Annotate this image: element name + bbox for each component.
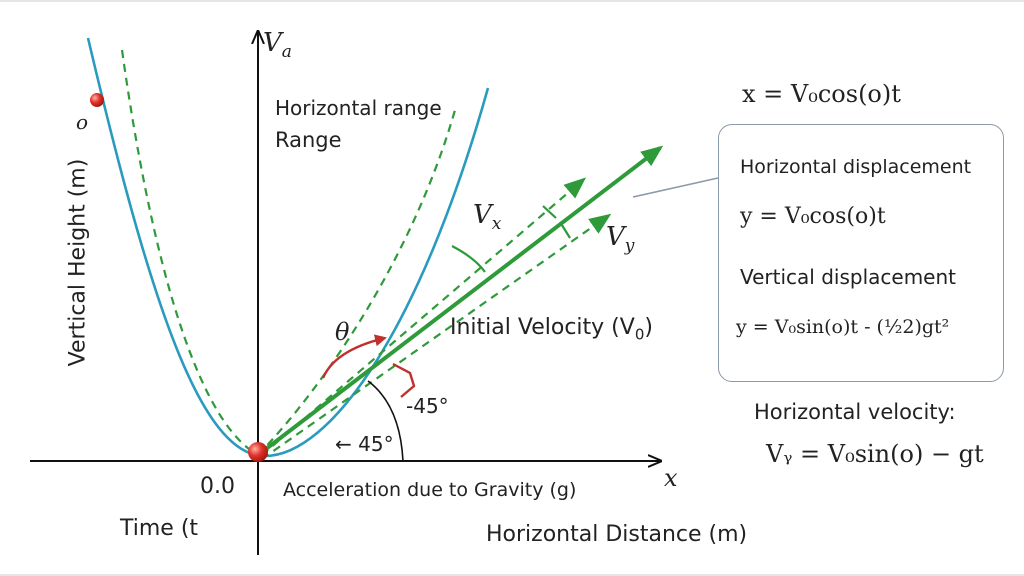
angle-label-1: -45° xyxy=(406,394,449,418)
vy-label: Vy xyxy=(606,222,634,256)
component-ticks xyxy=(542,205,571,239)
callout-connector xyxy=(632,177,719,198)
angle-label-2: ← 45° xyxy=(335,432,394,456)
origin-label: 0.0 xyxy=(200,474,235,499)
box-equation-2: y = V₀sin(o)t - (½2)gt² xyxy=(736,316,950,338)
vy-component-arrow xyxy=(261,213,612,460)
top-equation: x = V₀cos(o)t xyxy=(742,80,901,108)
point-label: o xyxy=(76,110,89,134)
projectile-dot-top xyxy=(90,93,104,107)
box-heading-1: Horizontal displacement xyxy=(740,156,972,178)
y-symbol-main: V xyxy=(263,28,282,58)
angle-arc xyxy=(451,245,486,273)
vy-sub: y xyxy=(624,236,635,257)
dashed-trajectory-left xyxy=(120,49,259,456)
box-heading-2: Vertical displacement xyxy=(740,265,957,289)
theta-arrow xyxy=(321,334,387,379)
iv-sub: 0 xyxy=(634,325,645,344)
horizontal-range-label: Horizontal range xyxy=(275,96,442,120)
y-symbol-sub: a xyxy=(281,42,292,63)
vx-main: V xyxy=(473,200,492,230)
y-axis-label: Vertical Height (m) xyxy=(65,158,91,367)
bottom-equation: Vᵧ = V₀sin(o) − gt xyxy=(766,440,984,468)
bottom-heading: Horizontal velocity: xyxy=(754,400,956,424)
time-label: Time (t xyxy=(120,516,199,541)
y-axis-symbol: Va xyxy=(263,28,292,62)
vy-main: V xyxy=(606,222,625,252)
initial-velocity-label: Initial Velocity (V0) xyxy=(450,315,653,343)
dashed-trajectory-steep xyxy=(257,109,457,456)
gravity-label: Acceleration due to Gravity (g) xyxy=(283,479,577,501)
box-equation-1: y = V₀cos(o)t xyxy=(740,204,886,229)
x-axis-symbol: x xyxy=(664,464,678,492)
theta-label: θ xyxy=(335,318,350,346)
range-label: Range xyxy=(275,128,342,152)
right-angle-marker xyxy=(392,362,416,398)
iv-end: ) xyxy=(644,315,653,340)
angle-arc-45 xyxy=(367,380,404,462)
vx-sub: x xyxy=(491,214,502,235)
initial-velocity-arrow xyxy=(260,145,664,454)
x-axis-label: Horizontal Distance (m) xyxy=(486,522,748,547)
equation-box xyxy=(718,124,1004,382)
vx-label: Vx xyxy=(473,200,501,234)
projectile-dot-origin xyxy=(248,442,268,462)
iv-main: Initial Velocity (V xyxy=(450,315,635,340)
